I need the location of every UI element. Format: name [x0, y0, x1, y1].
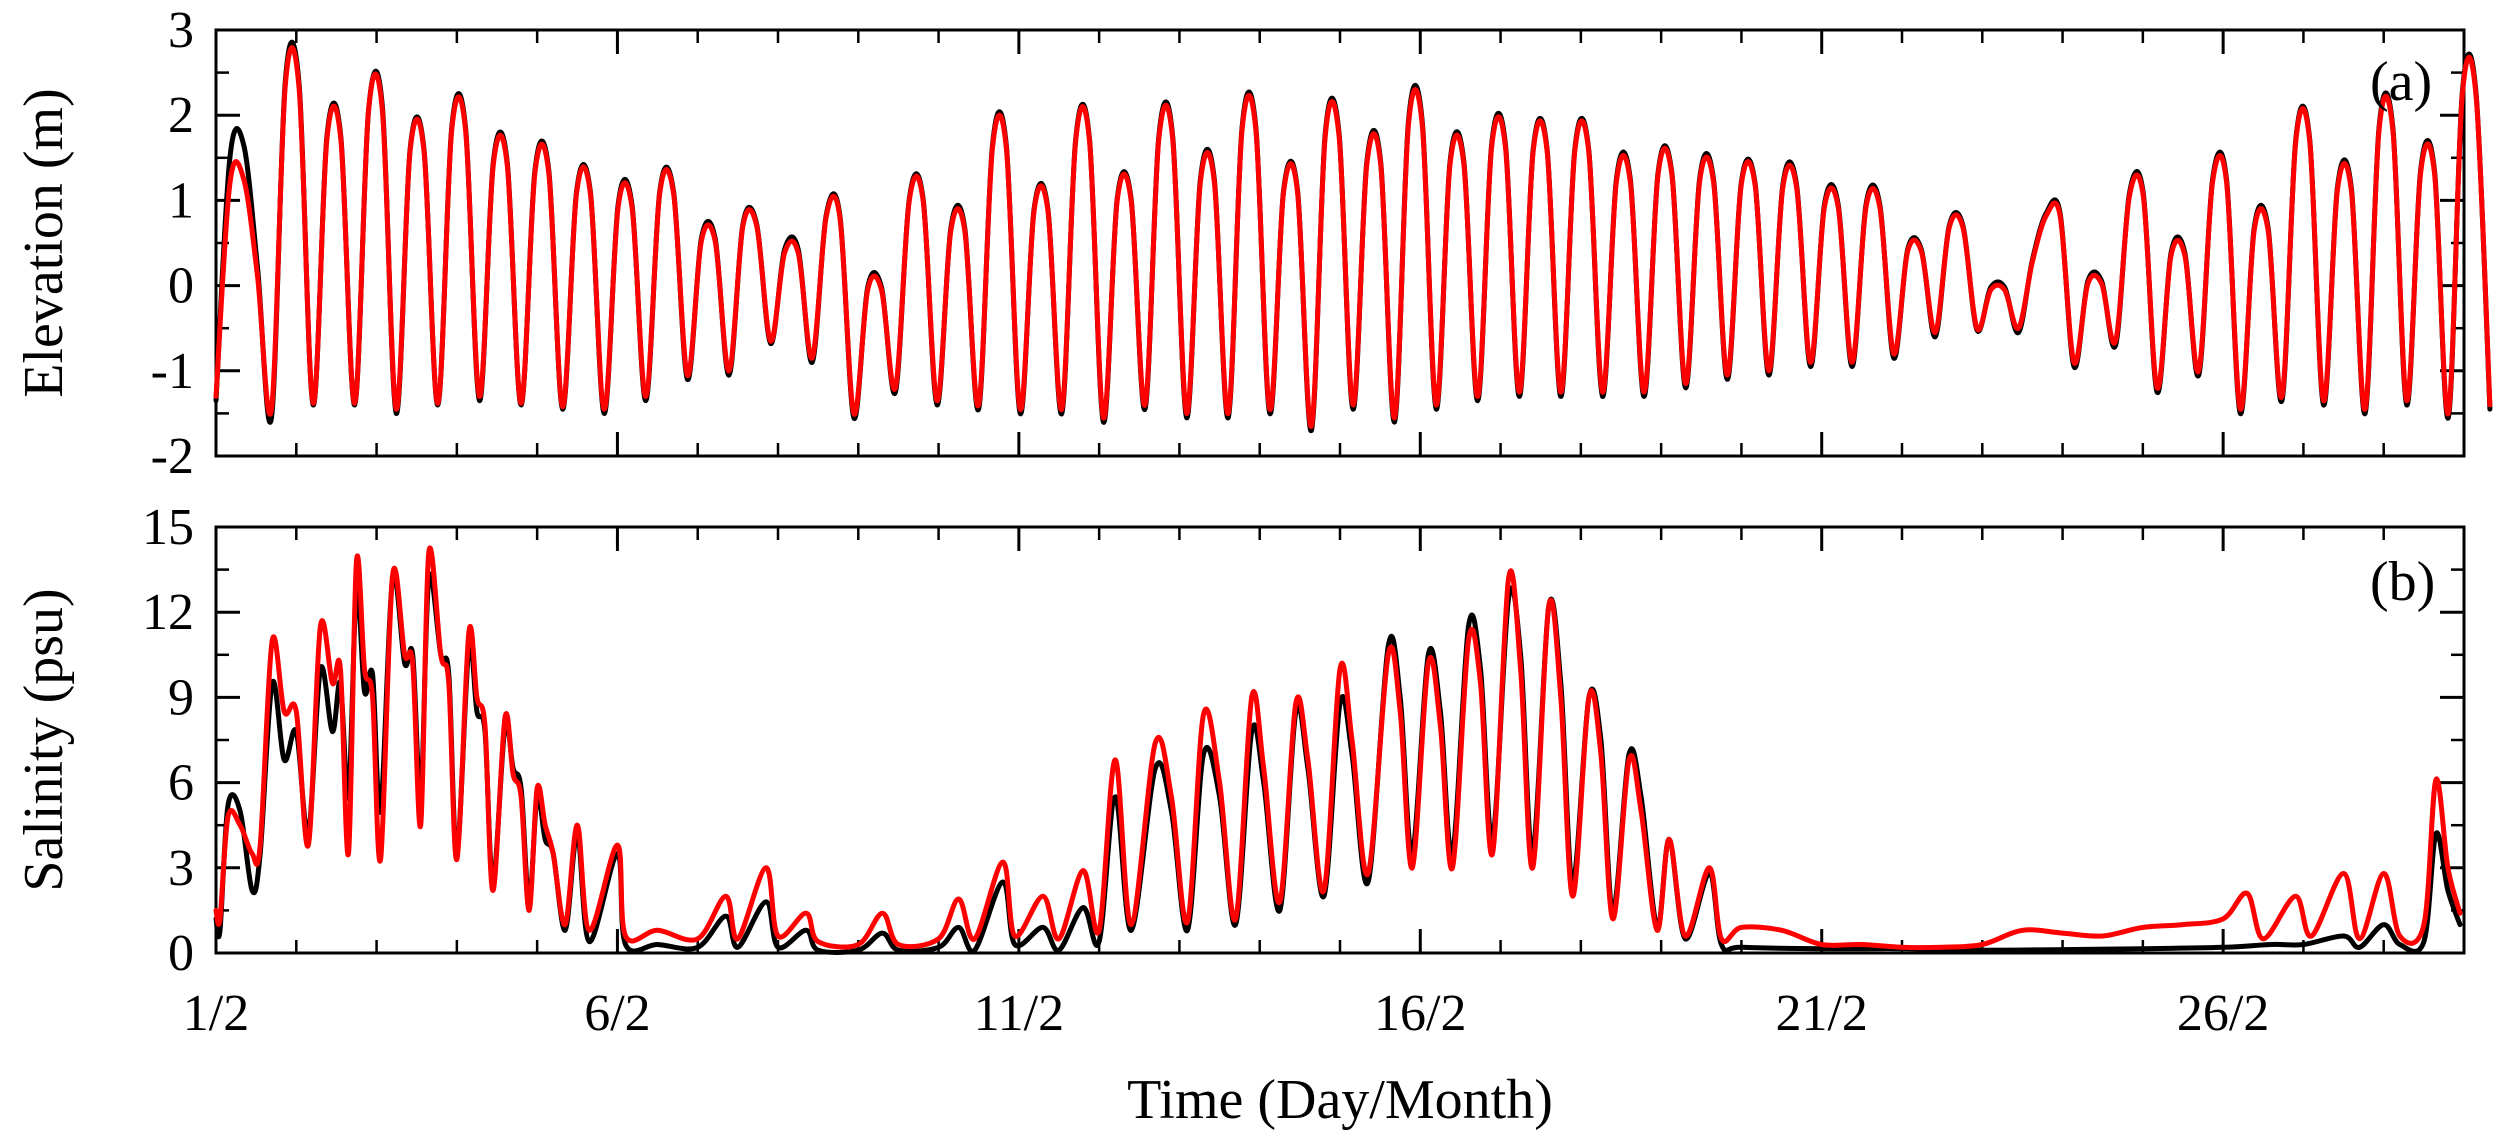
panel-a-label: (a) — [2370, 51, 2432, 113]
x-axis-title: Time (Day/Month) — [1127, 1069, 1553, 1131]
panel-b-series-red-line — [213, 545, 2463, 951]
y-tick-label: 9 — [168, 669, 194, 726]
y-tick-label: 0 — [168, 925, 194, 982]
panel-b-lines — [213, 545, 2463, 955]
panel-b-label: (b) — [2370, 551, 2435, 613]
panel-b-x-tick-labels: 1/2 6/2 11/2 16/2 21/2 26/2 — [183, 985, 2270, 1042]
y-tick-label: 3 — [168, 2, 194, 59]
y-tick-label: 0 — [168, 258, 194, 315]
x-tick-label: 16/2 — [1374, 985, 1466, 1042]
y-tick-label: -1 — [151, 343, 194, 400]
x-tick-label: 11/2 — [974, 985, 1065, 1042]
x-tick-label: 6/2 — [584, 985, 650, 1042]
panel-b-salinity: 0 3 6 9 12 15 1/2 6/2 11/2 16/2 21/2 26/2 Salinity… — [13, 499, 2466, 1131]
x-tick-label: 1/2 — [183, 985, 249, 1042]
x-tick-label: 21/2 — [1775, 985, 1867, 1042]
y-tick-label: 6 — [168, 755, 194, 812]
panel-a-elevation: -2 -1 0 1 2 3 Elevation (m) (a) — [13, 2, 2493, 485]
panel-b-y-axis-title: Salinity (psu) — [13, 588, 75, 891]
x-tick-label: 26/2 — [2177, 985, 2269, 1042]
y-tick-label: 1 — [168, 172, 194, 229]
panel-a-lines — [213, 39, 2493, 433]
panel-a-series-red-line — [213, 45, 2493, 429]
y-tick-label: 15 — [142, 499, 194, 556]
y-tick-label: 12 — [142, 584, 194, 641]
y-tick-label: 2 — [168, 87, 194, 144]
y-tick-label: -2 — [151, 428, 194, 485]
panel-a-y-tick-labels: -2 -1 0 1 2 3 — [151, 2, 194, 485]
panel-b-frame — [214, 525, 2466, 955]
panel-a-y-axis-title: Elevation (m) — [13, 88, 75, 397]
panel-b-series-black-line — [213, 571, 2463, 955]
y-tick-label: 3 — [168, 840, 194, 897]
panel-b-ticks — [214, 525, 2466, 955]
panel-b-y-tick-labels: 0 3 6 9 12 15 — [142, 499, 194, 982]
